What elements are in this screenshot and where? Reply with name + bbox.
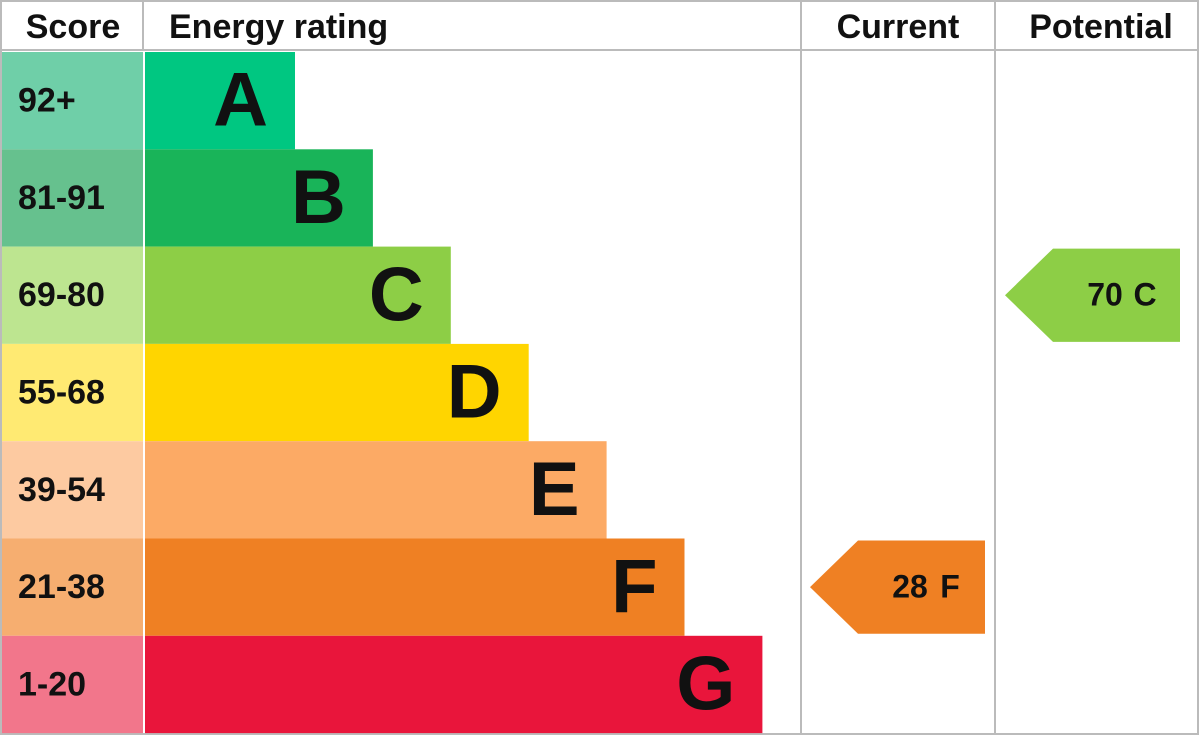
potential-arrow (1005, 248, 1180, 342)
current-letter: F (940, 569, 960, 605)
header-potential: Potential (1029, 8, 1173, 46)
rating-letter: F (611, 544, 657, 629)
potential-letter: C (1133, 277, 1156, 313)
header-energy-rating: Energy rating (169, 8, 388, 46)
score-range: 39-54 (18, 471, 105, 509)
score-range: 55-68 (18, 374, 105, 412)
header-current: Current (837, 8, 960, 46)
rating-letter: A (213, 58, 268, 143)
score-range: 1-20 (18, 665, 86, 703)
rating-bar (145, 52, 295, 150)
score-cell (2, 343, 143, 442)
rating-letter: E (529, 447, 580, 532)
rating-letter: B (291, 155, 346, 240)
header-score: Score (26, 8, 121, 46)
rating-letter: G (676, 642, 735, 727)
score-range: 92+ (18, 82, 76, 120)
current-arrow (810, 540, 985, 634)
rating-bar (145, 343, 529, 442)
score-cell (2, 246, 143, 344)
score-range: 81-91 (18, 179, 105, 217)
rating-bar (145, 246, 451, 344)
rating-letter: D (447, 350, 502, 435)
rating-bar (145, 149, 373, 247)
current-value: 28 (892, 569, 928, 605)
rating-bar (145, 441, 607, 539)
score-cell (2, 635, 143, 734)
score-cell (2, 52, 143, 150)
rating-bar (145, 538, 685, 636)
score-range: 21-38 (18, 568, 105, 606)
score-range: 69-80 (18, 276, 105, 314)
score-cell (2, 441, 143, 539)
score-cell (2, 149, 143, 247)
score-cell (2, 538, 143, 636)
rating-letter: C (369, 252, 424, 337)
rating-bar (145, 635, 763, 734)
potential-value: 70 (1087, 277, 1123, 313)
